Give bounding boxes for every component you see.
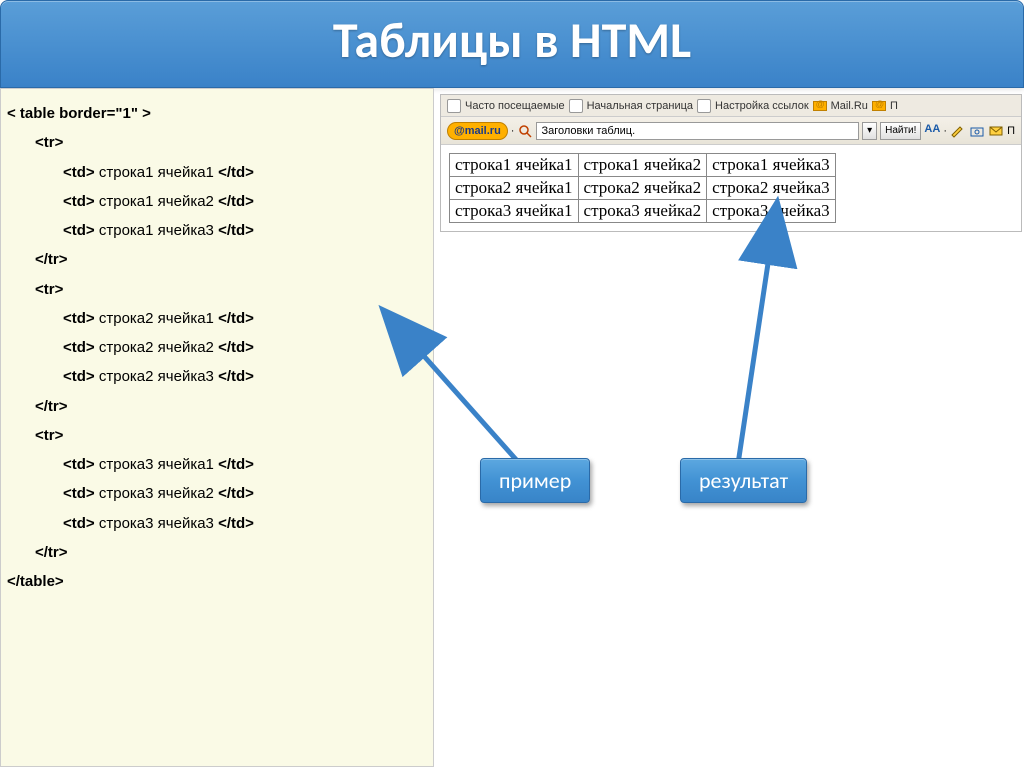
table-cell: строка3 ячейка3 bbox=[707, 200, 836, 223]
separator: · bbox=[511, 125, 515, 137]
page-icon bbox=[569, 99, 583, 113]
code-line: <tr> bbox=[7, 421, 427, 450]
bookmark-icon bbox=[447, 99, 461, 113]
callout-result: результат bbox=[680, 458, 807, 503]
code-line: <td> строка3 ячейка2 </td> bbox=[7, 479, 427, 508]
table-row: строка1 ячейка1 строка1 ячейка2 строка1 … bbox=[450, 154, 836, 177]
search-icon bbox=[517, 123, 533, 139]
table-cell: строка3 ячейка1 bbox=[450, 200, 579, 223]
toolbar-link-frequent[interactable]: Часто посещаемые bbox=[465, 100, 565, 112]
code-line: </tr> bbox=[7, 245, 427, 274]
content-area: < table border="1" > <tr> <td> строка1 я… bbox=[0, 88, 1024, 767]
code-panel: < table border="1" > <tr> <td> строка1 я… bbox=[0, 88, 434, 767]
code-line: <td> строка1 ячейка2 </td> bbox=[7, 187, 427, 216]
render-area: строка1 ячейка1 строка1 ячейка2 строка1 … bbox=[441, 145, 1021, 231]
table-cell: строка3 ячейка2 bbox=[578, 200, 707, 223]
table-cell: строка1 ячейка3 bbox=[707, 154, 836, 177]
toolbar-link-home[interactable]: Начальная страница bbox=[587, 100, 693, 112]
browser-panel: Часто посещаемые Начальная страница Наст… bbox=[440, 94, 1022, 232]
code-line: </tr> bbox=[7, 538, 427, 567]
code-line: <td> строка3 ячейка1 </td> bbox=[7, 450, 427, 479]
code-line: <td> строка2 ячейка1 </td> bbox=[7, 304, 427, 333]
code-line: <td> строка1 ячейка3 </td> bbox=[7, 216, 427, 245]
highlight-icon[interactable] bbox=[950, 123, 966, 139]
result-table: строка1 ячейка1 строка1 ячейка2 строка1 … bbox=[449, 153, 836, 223]
find-button[interactable]: Найти! bbox=[880, 122, 921, 140]
separator: · bbox=[943, 125, 947, 137]
browser-toolbar-bookmarks: Часто посещаемые Начальная страница Наст… bbox=[441, 95, 1021, 117]
envelope-icon[interactable] bbox=[988, 123, 1004, 139]
code-line: <tr> bbox=[7, 275, 427, 304]
browser-toolbar-search: @mail.ru · ▾ Найти! AA · П bbox=[441, 117, 1021, 145]
search-input[interactable] bbox=[536, 122, 859, 140]
toolbar-link-settings[interactable]: Настройка ссылок bbox=[715, 100, 809, 112]
table-cell: строка2 ячейка1 bbox=[450, 177, 579, 200]
table-cell: строка2 ячейка3 bbox=[707, 177, 836, 200]
code-line: <td> строка3 ячейка3 </td> bbox=[7, 509, 427, 538]
mail-icon bbox=[872, 101, 886, 111]
title-bar: Таблицы в HTML bbox=[0, 0, 1024, 88]
code-line: <td> строка2 ячейка3 </td> bbox=[7, 362, 427, 391]
page-icon bbox=[697, 99, 711, 113]
table-row: строка3 ячейка1 строка3 ячейка2 строка3 … bbox=[450, 200, 836, 223]
table-row: строка2 ячейка1 строка2 ячейка2 строка2 … bbox=[450, 177, 836, 200]
table-cell: строка2 ячейка2 bbox=[578, 177, 707, 200]
code-line: <td> строка1 ячейка1 </td> bbox=[7, 158, 427, 187]
mail-icon bbox=[813, 101, 827, 111]
mailru-badge[interactable]: @mail.ru bbox=[447, 122, 508, 140]
code-line: <tr> bbox=[7, 128, 427, 157]
code-line: </tr> bbox=[7, 392, 427, 421]
toolbar-link-mailru[interactable]: Mail.Ru bbox=[831, 100, 868, 112]
code-line: </table> bbox=[7, 567, 427, 596]
toolbar-link-extra[interactable]: П bbox=[890, 100, 898, 112]
table-cell: строка1 ячейка1 bbox=[450, 154, 579, 177]
dropdown-button[interactable]: ▾ bbox=[862, 122, 877, 140]
toolbar-link-extra[interactable]: П bbox=[1007, 125, 1015, 137]
page-title: Таблицы в HTML bbox=[1, 1, 1023, 81]
code-line: < table border="1" > bbox=[7, 99, 427, 128]
camera-icon[interactable] bbox=[969, 123, 985, 139]
arrow-result bbox=[738, 250, 770, 464]
code-line: <td> строка2 ячейка2 </td> bbox=[7, 333, 427, 362]
font-size-icon[interactable]: AA bbox=[924, 123, 940, 139]
callout-example: пример bbox=[480, 458, 590, 503]
table-cell: строка1 ячейка2 bbox=[578, 154, 707, 177]
